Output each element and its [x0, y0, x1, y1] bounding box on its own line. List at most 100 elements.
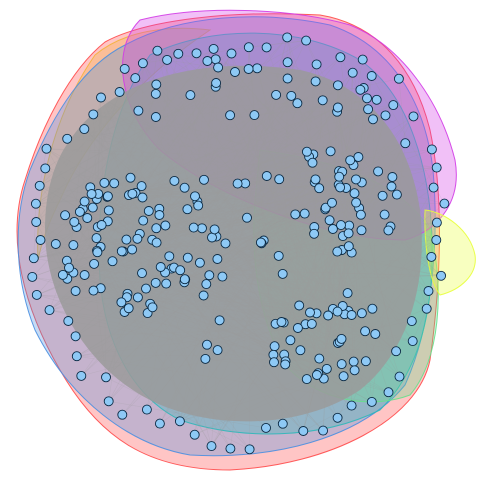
graph-node: [244, 444, 255, 455]
graph-node: [209, 224, 220, 235]
graph-node: [353, 152, 364, 162]
graph-node: [130, 73, 141, 84]
graph-node: [243, 64, 254, 74]
graph-node: [347, 67, 358, 78]
graph-node: [225, 110, 236, 121]
graph-node: [182, 252, 193, 263]
graph-node: [394, 371, 405, 382]
graph-node: [185, 90, 196, 101]
graph-node: [431, 235, 442, 245]
graph-node: [277, 418, 288, 429]
graph-node: [107, 256, 118, 267]
graph-node: [96, 220, 107, 230]
graph-node: [151, 237, 162, 248]
graph-node: [301, 146, 312, 157]
graph-node: [103, 205, 114, 216]
graph-node: [71, 351, 82, 362]
graph-node: [109, 178, 120, 189]
graph-node: [44, 305, 55, 316]
graph-node: [426, 251, 437, 262]
graph-node: [173, 48, 184, 59]
graph-node: [311, 370, 322, 380]
edge: [105, 377, 250, 450]
graph-node: [368, 114, 378, 125]
edges-layer: [32, 37, 445, 450]
graph-node: [101, 372, 111, 383]
graph-node: [249, 110, 260, 121]
graph-node: [261, 42, 272, 53]
graph-node: [88, 285, 99, 296]
graph-node: [220, 238, 231, 249]
graph-node: [202, 56, 213, 66]
graph-node: [336, 333, 347, 344]
graph-node: [133, 105, 144, 116]
graph-node: [325, 146, 336, 157]
graph-node: [282, 32, 293, 43]
graph-node: [356, 308, 367, 319]
graph-node: [391, 189, 402, 200]
graph-node: [360, 326, 371, 337]
graph-node: [232, 178, 243, 189]
graph-node: [41, 143, 52, 154]
graph-node: [314, 183, 325, 194]
graph-node: [226, 48, 237, 59]
graph-node: [151, 223, 162, 234]
graph-node: [79, 124, 90, 135]
graph-node: [206, 441, 217, 452]
graph-node: [162, 54, 173, 65]
graph-node: [349, 365, 360, 376]
graph-node: [138, 215, 149, 226]
graph-node: [57, 269, 68, 280]
graph-node: [127, 244, 138, 255]
graph-node: [87, 202, 98, 213]
graph-node: [68, 240, 79, 251]
graph-node: [119, 63, 130, 74]
graph-node: [355, 209, 366, 220]
graph-node: [28, 253, 39, 264]
graph-node: [373, 166, 384, 177]
graph-node: [408, 111, 419, 122]
graph-node: [345, 155, 356, 166]
graph-node: [201, 279, 212, 290]
graph-node: [137, 268, 147, 279]
graph-node: [160, 220, 171, 231]
graph-node: [363, 104, 374, 115]
graph-node: [332, 306, 343, 317]
graph-node: [324, 215, 335, 226]
graph-node: [137, 58, 148, 69]
graph-node: [332, 102, 343, 113]
graph-node: [421, 303, 432, 314]
edge: [248, 40, 307, 48]
graph-node: [123, 303, 134, 314]
graph-node: [400, 138, 411, 149]
graph-node: [188, 222, 199, 233]
graph-node: [357, 54, 368, 65]
graph-node: [431, 162, 442, 173]
graph-node: [386, 181, 397, 192]
graph-node: [305, 307, 315, 318]
graph-node: [276, 317, 287, 327]
graph-node: [343, 228, 354, 239]
graph-node: [371, 94, 382, 105]
graph-node: [360, 356, 371, 367]
graph-node: [282, 73, 293, 84]
graph-node: [436, 270, 447, 281]
graph-node: [307, 157, 318, 168]
graph-node: [212, 345, 223, 356]
graph-node: [175, 265, 186, 276]
graph-node: [327, 197, 337, 208]
graph-node: [121, 234, 132, 245]
graph-node: [335, 52, 346, 63]
graph-node: [431, 217, 442, 228]
graph-node: [136, 181, 147, 192]
graph-node: [64, 262, 74, 273]
graph-node: [310, 76, 321, 87]
graph-node: [379, 209, 390, 220]
graph-node: [343, 241, 354, 252]
graph-node: [150, 88, 161, 99]
graph-node: [31, 217, 42, 227]
graph-node: [214, 315, 225, 326]
graph-node: [261, 422, 271, 433]
edge: [248, 40, 307, 48]
